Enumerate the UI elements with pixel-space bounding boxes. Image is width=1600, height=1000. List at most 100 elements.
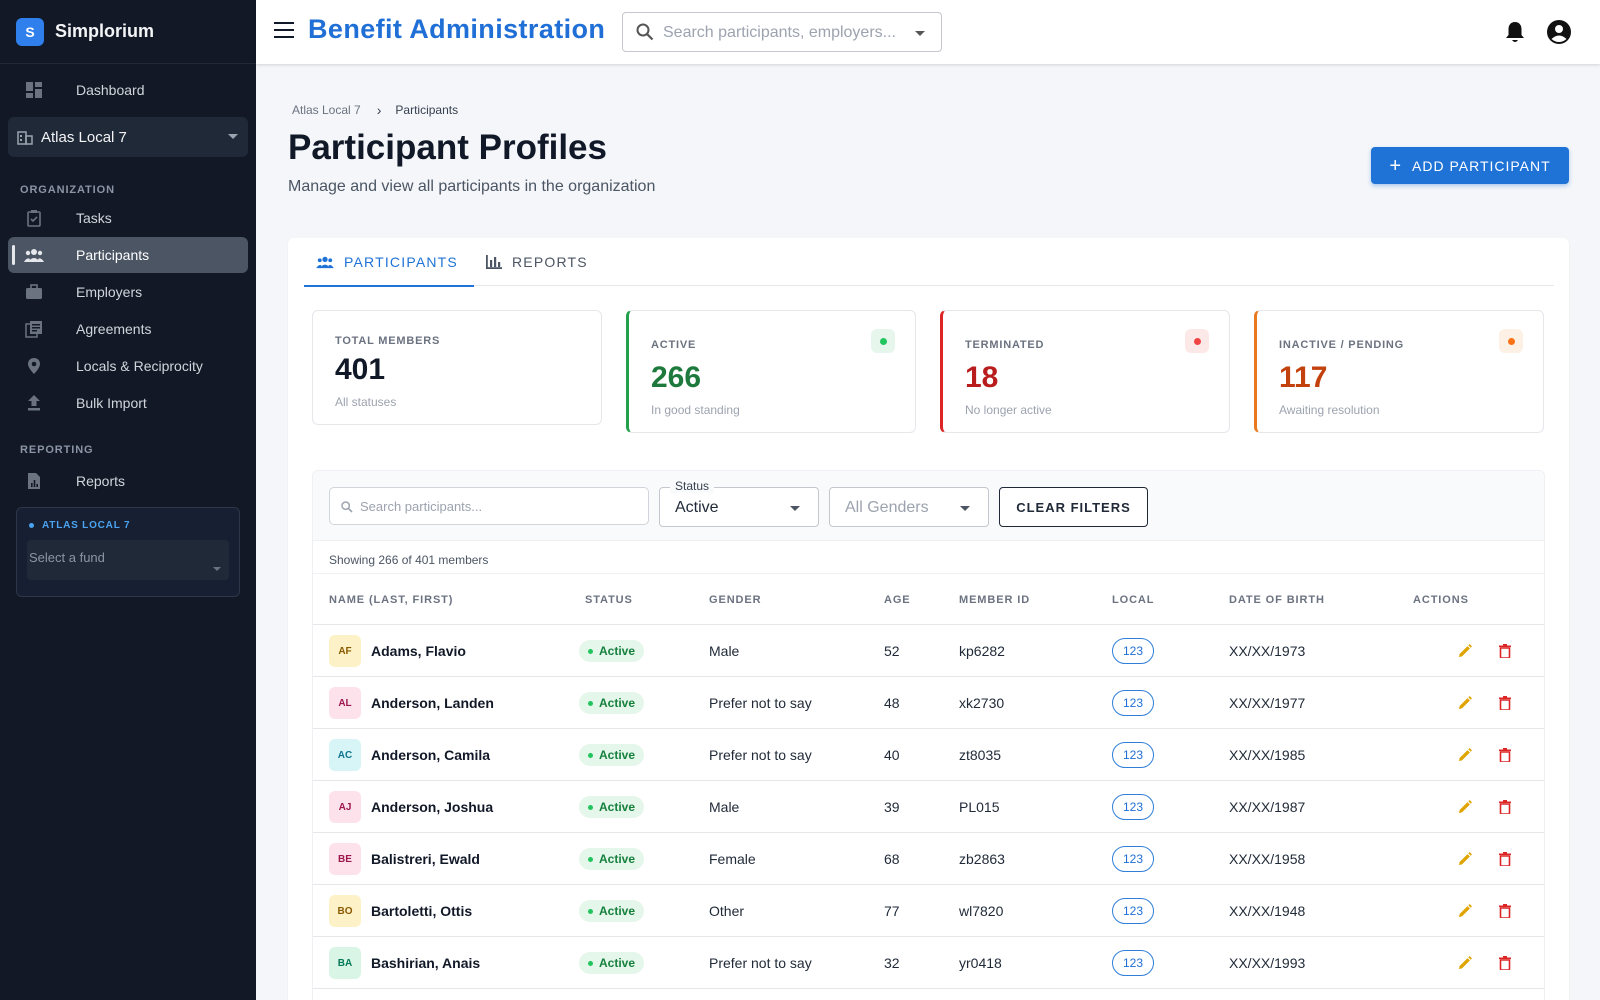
column-header-gender[interactable]: GENDER: [709, 594, 762, 606]
sidebar-item-locals-reciprocity[interactable]: Locals & Reciprocity: [8, 348, 248, 384]
status-dot-icon: [588, 908, 593, 914]
edit-pencil-icon[interactable]: [1458, 644, 1472, 658]
delete-trash-icon[interactable]: [1499, 644, 1511, 658]
column-header-member-id[interactable]: MEMBER ID: [959, 594, 1031, 606]
tab-participants[interactable]: PARTICIPANTS: [304, 238, 474, 287]
local-chip[interactable]: 123: [1112, 898, 1155, 924]
sidebar-item-participants[interactable]: Participants: [8, 237, 248, 273]
notifications-bell-icon[interactable]: [1504, 20, 1526, 49]
local-chip[interactable]: 123: [1112, 950, 1155, 976]
status-badge: Active: [579, 952, 645, 974]
local-chip[interactable]: 123: [1112, 690, 1155, 716]
local-chip[interactable]: 123: [1112, 638, 1155, 664]
column-header-age[interactable]: AGE: [884, 594, 911, 606]
edit-pencil-icon[interactable]: [1458, 904, 1472, 918]
table-row[interactable]: AJ Anderson, Joshua Active Male 39 PL015 123 XX…: [313, 781, 1544, 833]
avatar: AJ: [329, 791, 361, 823]
edit-pencil-icon[interactable]: [1458, 748, 1472, 762]
chevron-down-icon: [790, 506, 800, 511]
participant-name[interactable]: Bashirian, Anais: [371, 955, 481, 971]
stat-value: 117: [1279, 361, 1328, 394]
name-cell: BE Balistreri, Ewald: [329, 833, 480, 885]
edit-pencil-icon[interactable]: [1458, 852, 1472, 866]
stat-caption: Awaiting resolution: [1279, 403, 1380, 417]
app-title: Benefit Administration: [308, 14, 606, 44]
stat-card-total-members: TOTAL MEMBERS 401 All statuses: [312, 310, 602, 425]
table-row[interactable]: AL Anderson, Landen Active Prefer not to sa…: [313, 677, 1544, 729]
sidebar-item-tasks[interactable]: Tasks: [8, 200, 248, 236]
column-header-date-of-birth[interactable]: DATE OF BIRTH: [1229, 594, 1325, 606]
gender-filter-select[interactable]: All Genders: [829, 487, 989, 527]
delete-trash-icon[interactable]: [1499, 748, 1511, 762]
fund-select[interactable]: Select a fund: [27, 540, 229, 580]
sidebar-item-employers[interactable]: Employers: [8, 274, 248, 310]
edit-pencil-icon[interactable]: [1458, 956, 1472, 970]
breadcrumb-current: Participants: [395, 103, 459, 117]
status-dot-icon: [1499, 329, 1523, 353]
participant-name[interactable]: Balistreri, Ewald: [371, 851, 480, 867]
delete-trash-icon[interactable]: [1499, 696, 1511, 710]
local-chip[interactable]: 123: [1112, 742, 1155, 768]
local-cell: 123: [1112, 833, 1155, 885]
edit-cell: [1458, 833, 1472, 885]
status-cell: Active: [579, 885, 645, 937]
name-cell: AC Anderson, Camila: [329, 729, 490, 781]
participant-name[interactable]: Adams, Flavio: [371, 643, 466, 659]
clear-filters-button[interactable]: CLEAR FILTERS: [999, 487, 1148, 527]
dob-cell: XX/XX/1973: [1229, 643, 1306, 659]
sidebar-item-dashboard[interactable]: Dashboard: [8, 72, 248, 108]
status-badge-label: Active: [599, 800, 636, 814]
organization-selector-value: Atlas Local 7: [41, 128, 127, 146]
participant-name[interactable]: Bartoletti, Ottis: [371, 903, 473, 919]
tab-reports[interactable]: REPORTS: [486, 238, 588, 286]
global-search-input[interactable]: Search participants, employers...: [622, 12, 942, 52]
delete-trash-icon[interactable]: [1499, 956, 1511, 970]
add-participant-button[interactable]: + ADD PARTICIPANT: [1371, 147, 1569, 184]
results-count: Showing 266 of 401 members: [329, 553, 489, 567]
table-row[interactable]: BE Balistreri, Ewald Active Female 68 zb2863 1…: [313, 833, 1544, 885]
member-id-cell: PL015: [959, 799, 1000, 815]
organization-selector[interactable]: Atlas Local 7: [8, 117, 248, 157]
location-pin-icon: [24, 356, 44, 376]
delete-trash-icon[interactable]: [1499, 800, 1511, 814]
status-badge-label: Active: [599, 956, 636, 970]
stat-card-inactive-pending[interactable]: INACTIVE / PENDING 117 Awaiting resoluti…: [1254, 310, 1544, 433]
column-header-name[interactable]: NAME (LAST, FIRST): [329, 594, 454, 606]
status-filter-select[interactable]: Status Active: [659, 479, 819, 527]
sidebar-item-agreements[interactable]: Agreements: [8, 311, 248, 347]
participant-name[interactable]: Anderson, Landen: [371, 695, 494, 711]
local-chip[interactable]: 123: [1112, 794, 1155, 820]
participant-search-input[interactable]: Search participants...: [329, 487, 649, 525]
local-chip[interactable]: 123: [1112, 846, 1155, 872]
member-id-cell: zb2863: [959, 851, 1005, 867]
age-cell: 39: [884, 799, 900, 815]
gender-cell: Prefer not to say: [709, 955, 812, 971]
table-row[interactable]: BO Bartoletti, Ottis Active Other 77 wl7820 12…: [313, 885, 1544, 937]
status-filter-label: Status: [670, 479, 715, 493]
avatar: BO: [329, 895, 361, 927]
edit-pencil-icon[interactable]: [1458, 696, 1472, 710]
column-header-local[interactable]: LOCAL: [1112, 594, 1155, 606]
sidebar-item-bulk-import[interactable]: Bulk Import: [8, 385, 248, 421]
menu-icon[interactable]: [274, 22, 294, 38]
stat-card-active[interactable]: ACTIVE 266 In good standing: [626, 310, 916, 433]
edit-pencil-icon[interactable]: [1458, 800, 1472, 814]
table-row[interactable]: BA Bashirian, Anais Active Prefer not to sa…: [313, 937, 1544, 989]
participant-name[interactable]: Anderson, Joshua: [371, 799, 494, 815]
local-cell: 123: [1112, 677, 1155, 729]
name-cell: AL Anderson, Landen: [329, 677, 494, 729]
account-circle-icon[interactable]: [1546, 19, 1572, 50]
delete-trash-icon[interactable]: [1499, 904, 1511, 918]
age-cell: 68: [884, 851, 900, 867]
delete-trash-icon[interactable]: [1499, 852, 1511, 866]
sidebar-item-reports[interactable]: Reports: [8, 463, 248, 499]
table-row[interactable]: AC Anderson, Camila Active Prefer not to sa…: [313, 729, 1544, 781]
status-dot-icon: [871, 329, 895, 353]
table-row[interactable]: AF Adams, Flavio Active Male 52 kp6282 123 XX/X…: [313, 625, 1544, 677]
participant-name[interactable]: Anderson, Camila: [371, 747, 491, 763]
filter-bar: Search participants... Status Active All…: [313, 471, 1544, 541]
breadcrumb-parent[interactable]: Atlas Local 7: [292, 103, 361, 117]
stat-card-terminated[interactable]: TERMINATED 18 No longer active: [940, 310, 1230, 433]
column-header-status[interactable]: STATUS: [585, 594, 633, 606]
sidebar-item-label: Tasks: [76, 210, 112, 226]
